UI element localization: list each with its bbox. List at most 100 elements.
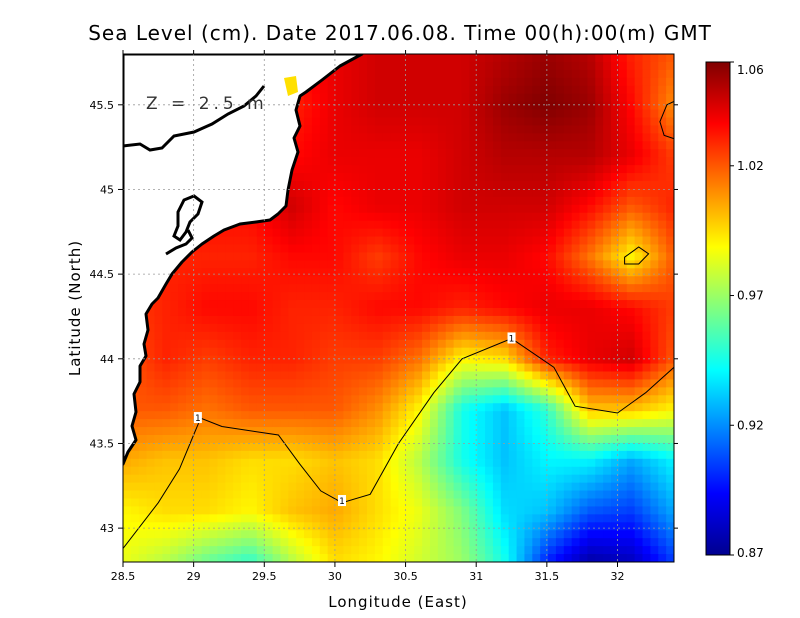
- field-cell: [626, 530, 636, 539]
- field-cell: [367, 403, 376, 412]
- colorbar-tick-label: 0.87: [737, 546, 764, 560]
- field-cell: [209, 308, 219, 317]
- field-cell: [571, 538, 581, 547]
- field-cell: [587, 514, 596, 523]
- field-cell: [555, 371, 565, 381]
- field-cell: [288, 379, 297, 388]
- field-cell: [311, 101, 321, 111]
- field-cell: [359, 300, 368, 309]
- field-cell: [335, 228, 344, 238]
- field-cell: [374, 69, 384, 79]
- field-cell: [374, 514, 384, 523]
- field-cell: [485, 506, 494, 515]
- field-cell: [634, 101, 644, 111]
- field-cell: [555, 212, 565, 222]
- field-cell: [516, 450, 526, 460]
- field-cell: [626, 149, 636, 158]
- field-cell: [272, 355, 282, 365]
- field-cell: [492, 466, 502, 476]
- field-cell: [225, 554, 234, 562]
- field-cell: [280, 490, 289, 500]
- field-cell: [437, 546, 447, 555]
- field-cell: [351, 117, 360, 127]
- field-cell: [461, 435, 470, 444]
- field-cell: [280, 244, 289, 254]
- field-cell: [264, 466, 274, 476]
- field-cell: [390, 419, 400, 428]
- field-cell: [359, 61, 368, 71]
- field-cell: [406, 554, 415, 562]
- field-cell: [540, 450, 549, 460]
- field-cell: [579, 466, 589, 476]
- field-cell: [170, 450, 179, 460]
- field-cell: [217, 387, 226, 396]
- field-cell: [138, 450, 148, 460]
- field-cell: [233, 435, 242, 444]
- field-cell: [461, 498, 470, 508]
- field-cell: [138, 371, 148, 381]
- field-cell: [343, 173, 352, 182]
- field-cell: [217, 323, 226, 333]
- field-cell: [548, 379, 557, 388]
- field-cell: [477, 157, 486, 166]
- field-cell: [626, 157, 636, 166]
- field-cell: [170, 347, 179, 357]
- field-cell: [311, 427, 321, 436]
- field-cell: [540, 347, 549, 357]
- field-cell: [422, 69, 431, 79]
- field-cell: [469, 379, 478, 388]
- field-cell: [603, 93, 612, 103]
- field-cell: [453, 300, 463, 309]
- field-cell: [485, 157, 494, 166]
- field-cell: [390, 252, 400, 261]
- field-cell: [618, 458, 628, 468]
- field-cell: [571, 260, 581, 269]
- field-cell: [304, 173, 313, 182]
- field-cell: [579, 236, 589, 246]
- field-cell: [217, 474, 226, 484]
- field-cell: [477, 347, 486, 357]
- field-cell: [540, 546, 549, 555]
- field-cell: [429, 228, 439, 238]
- field-cell: [532, 125, 541, 134]
- field-cell: [634, 427, 644, 436]
- field-cell: [351, 165, 360, 174]
- field-cell: [248, 292, 258, 301]
- field-cell: [264, 363, 274, 373]
- field-cell: [193, 427, 203, 436]
- field-cell: [390, 347, 400, 357]
- depth-annotation: Z = 2.5 m: [146, 94, 268, 114]
- field-cell: [296, 442, 305, 452]
- field-cell: [414, 196, 423, 206]
- field-cell: [626, 101, 636, 111]
- field-cell: [178, 260, 187, 269]
- field-cell: [611, 284, 620, 293]
- field-cell: [469, 204, 478, 214]
- field-cell: [666, 181, 674, 190]
- field-cell: [555, 347, 565, 357]
- field-cell: [469, 300, 478, 309]
- field-cell: [193, 284, 203, 293]
- field-cell: [548, 212, 557, 222]
- field-cell: [626, 260, 636, 269]
- field-cell: [516, 506, 526, 515]
- field-cell: [280, 308, 289, 317]
- field-cell: [453, 133, 463, 142]
- field-cell: [595, 506, 604, 515]
- field-cell: [162, 355, 171, 365]
- field-cell: [524, 323, 533, 333]
- field-cell: [217, 315, 226, 325]
- field-cell: [540, 69, 549, 79]
- field-cell: [351, 498, 360, 508]
- field-cell: [343, 85, 352, 95]
- field-cell: [650, 125, 659, 134]
- field-cell: [492, 371, 502, 381]
- field-cell: [351, 196, 360, 206]
- field-cell: [343, 93, 352, 103]
- field-cell: [595, 157, 604, 166]
- field-cell: [642, 371, 651, 381]
- field-cell: [492, 435, 502, 444]
- field-cell: [185, 276, 195, 285]
- field-cell: [367, 149, 376, 158]
- field-cell: [524, 77, 533, 87]
